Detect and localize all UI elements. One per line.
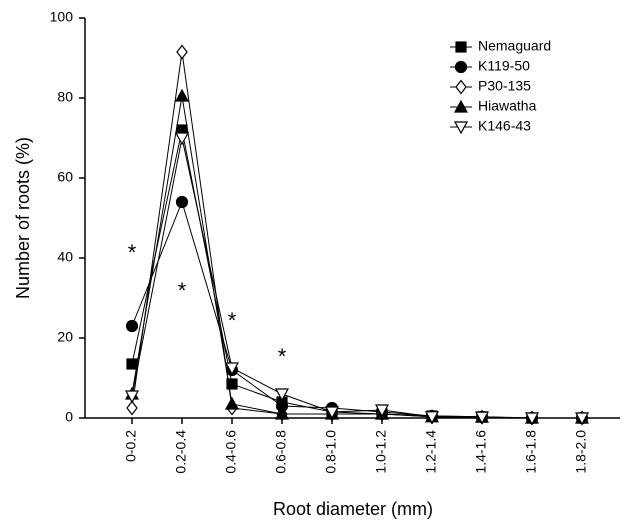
legend-label: Nemaguard: [478, 38, 551, 54]
marker: [474, 411, 490, 425]
x-tick-label: 0.4-0.6: [223, 430, 239, 474]
marker: [126, 358, 138, 370]
marker: [524, 412, 540, 426]
y-tick-label: 0: [65, 409, 73, 425]
legend-marker: [454, 60, 468, 74]
marker: [174, 132, 190, 146]
series-line: [131, 95, 582, 419]
x-tick-label: 0-0.2: [123, 430, 139, 462]
x-tick-label: 1.0-1.2: [373, 430, 389, 474]
marker: [174, 88, 190, 102]
annotation: *: [128, 240, 137, 265]
legend-label: Hiawatha: [478, 98, 537, 114]
y-tick-label: 100: [50, 9, 74, 25]
marker: [424, 411, 440, 425]
annotation: *: [178, 278, 187, 303]
x-axis-title: Root diameter (mm): [273, 499, 433, 519]
legend-marker: [455, 41, 467, 53]
marker: [226, 378, 238, 390]
y-tick-label: 60: [57, 169, 73, 185]
y-tick-label: 20: [57, 329, 73, 345]
marker: [274, 406, 290, 420]
marker: [125, 319, 139, 333]
legend-marker: [453, 121, 469, 135]
marker: [126, 400, 138, 416]
legend-label: P30-135: [478, 78, 531, 94]
x-tick-label: 0.6-0.8: [273, 430, 289, 474]
annotation: *: [278, 344, 287, 369]
legend-marker: [455, 79, 467, 95]
legend-marker: [453, 99, 469, 113]
x-tick-label: 1.8-2.0: [573, 430, 589, 474]
marker: [124, 390, 140, 404]
y-axis-title: Number of roots (%): [13, 137, 33, 299]
annotation: *: [228, 308, 237, 333]
marker: [224, 396, 240, 410]
marker: [324, 406, 340, 420]
legend-label: K119-50: [478, 58, 530, 74]
y-tick-label: 40: [57, 249, 73, 265]
series-line: [131, 200, 582, 419]
legend-label: K146-43: [478, 118, 531, 134]
marker: [274, 388, 290, 402]
x-tick-label: 1.6-1.8: [523, 430, 539, 474]
x-tick-label: 0.8-1.0: [323, 430, 339, 474]
y-tick-label: 80: [57, 89, 73, 105]
x-tick-label: 1.4-1.6: [473, 430, 489, 474]
x-tick-label: 1.2-1.4: [423, 430, 439, 474]
series-line: [131, 137, 582, 419]
marker: [224, 362, 240, 376]
marker: [374, 404, 390, 418]
marker: [175, 195, 189, 209]
x-tick-label: 0.2-0.4: [173, 430, 189, 474]
marker: [574, 412, 590, 426]
marker: [176, 44, 188, 60]
